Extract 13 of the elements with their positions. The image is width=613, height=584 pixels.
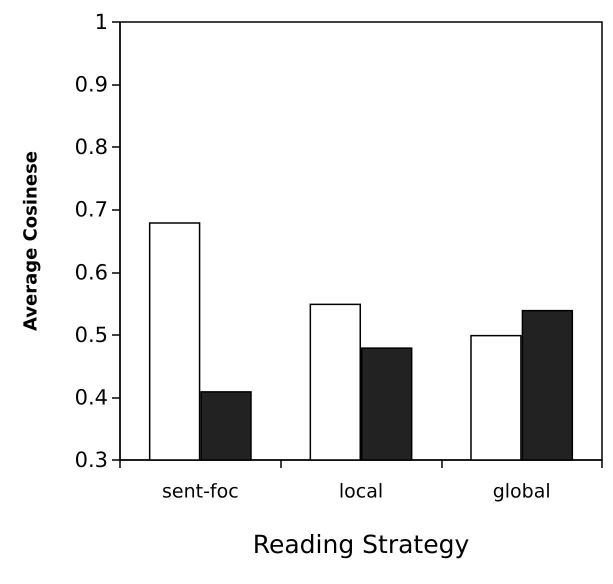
x-tick-label: local [338,480,384,502]
y-axis-title: Average Cosinese [20,150,42,332]
y-tick-label: 0.8 [74,135,108,160]
y-tick-label: 0.4 [74,385,108,410]
y-tick-label: 0.5 [74,322,108,347]
y-tick-label: 0.3 [74,448,108,472]
x-tick-label: global [492,480,551,502]
y-tick-label: 1 [94,10,108,34]
x-axis-title: Reading Strategy [252,530,470,559]
x-tick-label: sent-foc [162,480,239,502]
y-tick-label: 0.6 [74,260,108,284]
y-tick-label: 0.7 [74,198,108,222]
y-tick-label: 0.9 [74,72,108,97]
